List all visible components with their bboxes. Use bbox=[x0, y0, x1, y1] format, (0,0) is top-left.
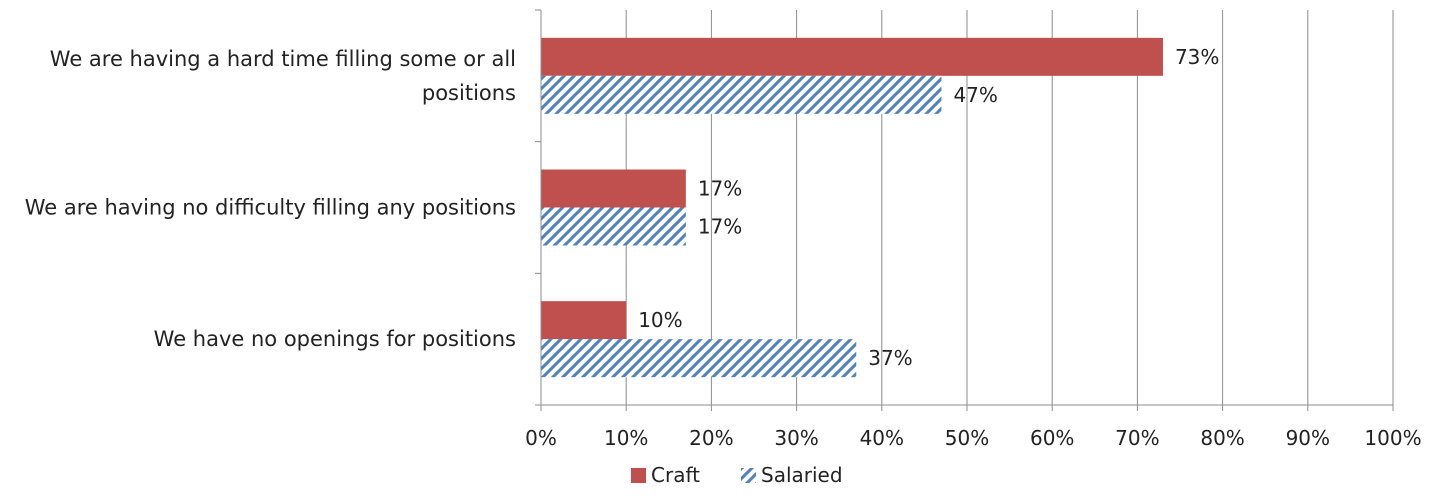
legend-swatch-salaried bbox=[741, 468, 756, 483]
x-tick-label: 90% bbox=[1286, 426, 1330, 450]
bar-salaried bbox=[541, 207, 686, 246]
bar-salaried bbox=[541, 75, 942, 114]
bar-craft bbox=[541, 37, 1163, 76]
data-label: 37% bbox=[868, 346, 912, 370]
bar-craft bbox=[541, 169, 686, 208]
legend-label-craft: Craft bbox=[651, 463, 700, 487]
legend-label-salaried: Salaried bbox=[761, 463, 843, 487]
category-label: We are having a hard time filling some o… bbox=[50, 47, 516, 71]
data-label: 73% bbox=[1175, 45, 1219, 69]
bar-salaried bbox=[541, 339, 857, 378]
x-tick-label: 80% bbox=[1200, 426, 1244, 450]
x-tick-label: 10% bbox=[604, 426, 648, 450]
x-tick-label: 100% bbox=[1364, 426, 1421, 450]
category-label: We have no openings for positions bbox=[154, 327, 516, 351]
category-label: We are having no difficulty filling any … bbox=[25, 196, 516, 220]
bar-craft bbox=[541, 301, 627, 340]
legend-swatch-craft bbox=[631, 468, 646, 483]
x-tick-label: 60% bbox=[1030, 426, 1074, 450]
x-tick-label: 50% bbox=[945, 426, 989, 450]
data-label: 17% bbox=[698, 177, 742, 201]
x-tick-label: 30% bbox=[774, 426, 818, 450]
data-label: 10% bbox=[638, 308, 682, 332]
x-tick-label: 70% bbox=[1115, 426, 1159, 450]
data-label: 47% bbox=[953, 83, 997, 107]
x-tick-label: 40% bbox=[860, 426, 904, 450]
category-label: positions bbox=[422, 81, 516, 105]
data-label: 17% bbox=[698, 215, 742, 239]
x-tick-label: 0% bbox=[525, 426, 557, 450]
x-tick-label: 20% bbox=[689, 426, 733, 450]
